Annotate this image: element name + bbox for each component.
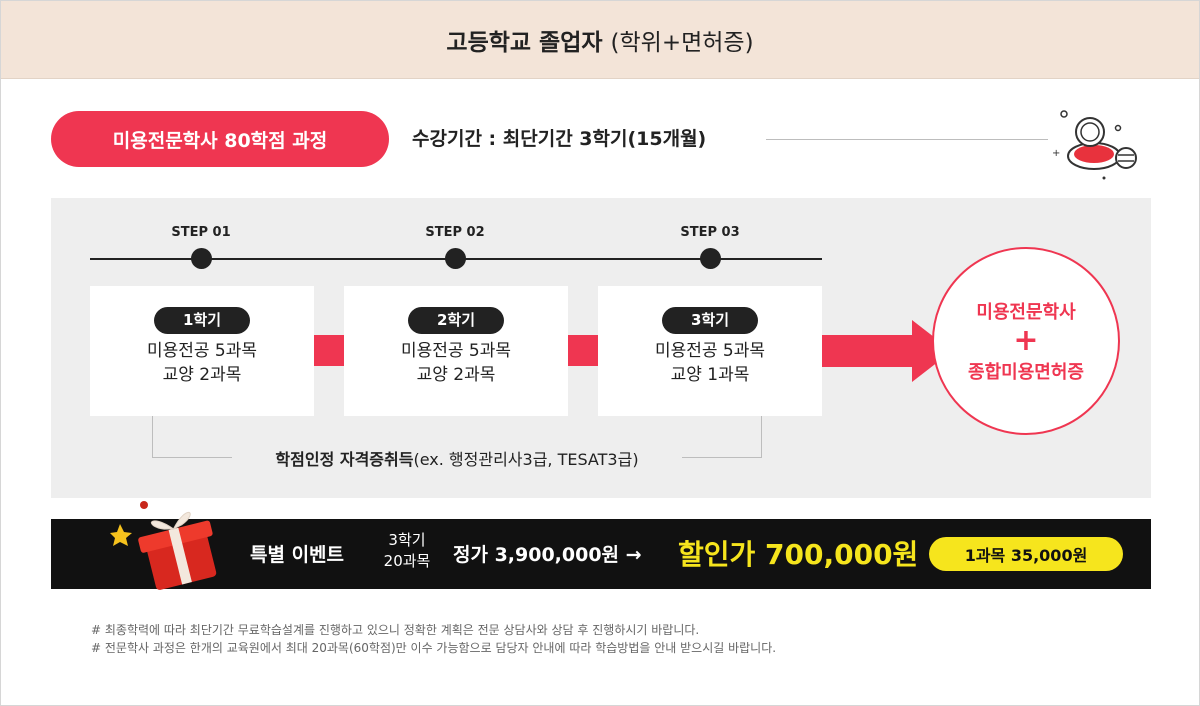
credit-note: 학점인정 자격증취득(ex. 행정관리사3급, TESAT3급) — [232, 446, 682, 470]
step-label-1: STEP 01 — [171, 225, 231, 240]
semester-card-2: 2학기 미용전공 5과목 교양 2과목 — [344, 286, 568, 416]
arrow-right-icon — [822, 320, 952, 382]
course-line: 미용전공 5과목 — [654, 341, 766, 361]
header-title: 고등학교 졸업자 — [446, 29, 603, 56]
svg-text:+: + — [1052, 148, 1060, 159]
regular-price: 정가 3,900,000원 → — [453, 544, 642, 566]
event-scope: 3학기 20과목 — [372, 530, 442, 572]
step-label-3: STEP 03 — [680, 225, 740, 240]
result-license: 종합미용면허증 — [968, 362, 1084, 383]
step-dot-1 — [191, 248, 212, 269]
course-period: 수강기간 : 최단기간 3학기(15개월) — [412, 128, 707, 150]
step-connector — [568, 335, 598, 366]
page-header: 고등학교 졸업자 (학위+면허증) — [1, 1, 1199, 79]
discount-price: 할인가 700,000원 — [678, 538, 919, 571]
step-dot-3 — [700, 248, 721, 269]
footnotes: # 최종학력에 따라 최단기간 무료학습설계를 진행하고 있으니 정확한 계획은… — [91, 621, 776, 657]
semester-card-1: 1학기 미용전공 5과목 교양 2과목 — [90, 286, 314, 416]
course-line: 교양 2과목 — [416, 365, 496, 385]
course-line: 교양 1과목 — [670, 365, 750, 385]
footnote-1: # 최종학력에 따라 최단기간 무료학습설계를 진행하고 있으니 정확한 계획은… — [91, 623, 700, 637]
semester-badge: 3학기 — [662, 307, 758, 334]
event-semesters: 3학기 — [388, 531, 426, 549]
period-divider — [766, 139, 1048, 140]
semester-card-3: 3학기 미용전공 5과목 교양 1과목 — [598, 286, 822, 416]
semester-badge: 2학기 — [408, 307, 504, 334]
header-subtitle: (학위+면허증) — [610, 29, 754, 56]
cosmetic-compact-icon: + — [1052, 110, 1137, 180]
gift-box-icon — [110, 501, 217, 590]
step-label-2: STEP 02 — [425, 225, 485, 240]
course-pill: 미용전문학사 80학점 과정 — [51, 111, 389, 167]
result-degree: 미용전문학사 — [976, 302, 1076, 323]
semester-badge: 1학기 — [154, 307, 250, 334]
credit-note-rest: (ex. 행정관리사3급, TESAT3급) — [413, 450, 639, 469]
course-line: 교양 2과목 — [162, 365, 242, 385]
per-course-price: 1과목 35,000원 — [929, 537, 1123, 571]
result-circle: 미용전문학사 + 종합미용면허증 — [932, 247, 1120, 435]
course-line: 미용전공 5과목 — [400, 341, 512, 361]
course-line: 미용전공 5과목 — [146, 341, 258, 361]
step-connector — [314, 335, 344, 366]
event-title: 특별 이벤트 — [250, 544, 345, 566]
credit-note-strong: 학점인정 자격증취득 — [275, 450, 414, 469]
footnote-2: # 전문학사 과정은 한개의 교육원에서 최대 20과목(60학점)만 이수 가… — [91, 641, 777, 655]
event-courses: 20과목 — [383, 552, 431, 570]
plus-icon: + — [1013, 323, 1039, 358]
step-dot-2 — [445, 248, 466, 269]
